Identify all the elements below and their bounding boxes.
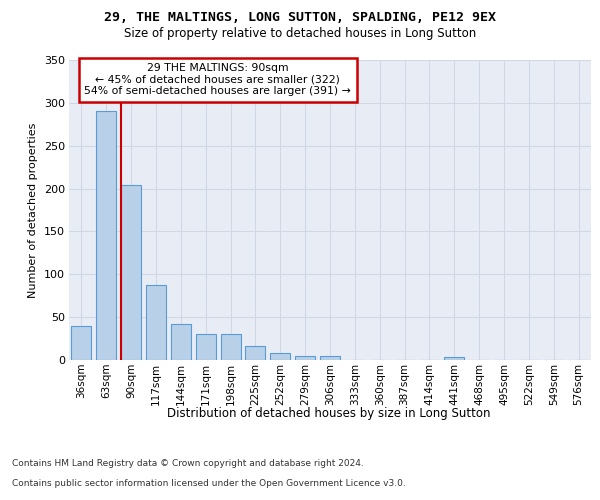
Bar bbox=[146, 286, 166, 360]
Bar bbox=[121, 185, 141, 360]
Bar bbox=[295, 356, 315, 360]
Text: Contains public sector information licensed under the Open Government Licence v3: Contains public sector information licen… bbox=[12, 478, 406, 488]
Text: Contains HM Land Registry data © Crown copyright and database right 2024.: Contains HM Land Registry data © Crown c… bbox=[12, 458, 364, 468]
Bar bbox=[245, 346, 265, 360]
Text: Distribution of detached houses by size in Long Sutton: Distribution of detached houses by size … bbox=[167, 408, 491, 420]
Bar bbox=[445, 356, 464, 360]
Text: 29, THE MALTINGS, LONG SUTTON, SPALDING, PE12 9EX: 29, THE MALTINGS, LONG SUTTON, SPALDING,… bbox=[104, 11, 496, 24]
Bar bbox=[320, 356, 340, 360]
Bar bbox=[196, 334, 215, 360]
Text: 29 THE MALTINGS: 90sqm
← 45% of detached houses are smaller (322)
54% of semi-de: 29 THE MALTINGS: 90sqm ← 45% of detached… bbox=[85, 63, 351, 96]
Bar bbox=[71, 326, 91, 360]
Bar bbox=[171, 324, 191, 360]
Bar bbox=[271, 353, 290, 360]
Text: Size of property relative to detached houses in Long Sutton: Size of property relative to detached ho… bbox=[124, 28, 476, 40]
Y-axis label: Number of detached properties: Number of detached properties bbox=[28, 122, 38, 298]
Bar bbox=[221, 334, 241, 360]
Bar bbox=[97, 112, 116, 360]
